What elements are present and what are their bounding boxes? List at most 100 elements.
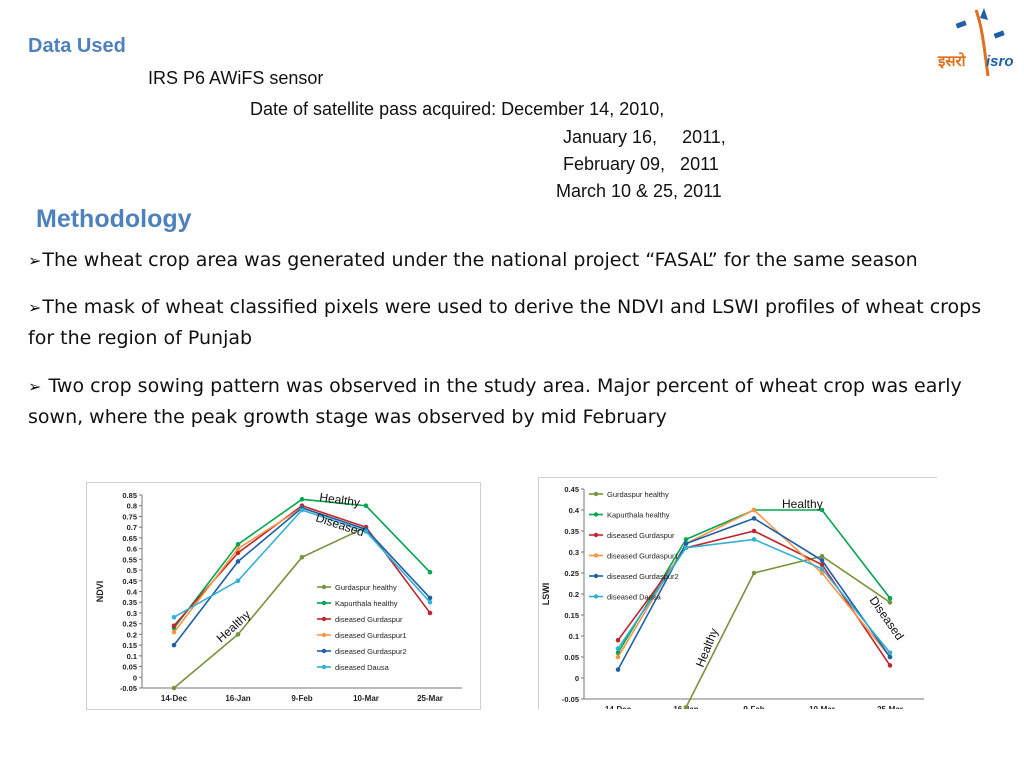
x-tick-label: 10-Mar — [809, 705, 835, 709]
data-point — [615, 646, 621, 651]
y-tick-label: 0.25 — [564, 569, 579, 578]
legend-marker — [593, 532, 599, 538]
y-tick-label: 0.15 — [122, 641, 137, 650]
y-tick-label: 0.85 — [122, 491, 137, 500]
legend-marker — [593, 553, 599, 558]
data-point — [299, 496, 305, 502]
legend-marker — [593, 594, 599, 599]
y-tick-label: 0 — [575, 674, 579, 683]
y-tick-label: -0.05 — [120, 684, 137, 693]
legend-label: Kapurthala healthy — [335, 599, 398, 608]
legend-marker — [321, 584, 327, 590]
data-point — [887, 650, 893, 656]
y-tick-label: 0.2 — [569, 590, 579, 599]
data-point — [615, 637, 621, 643]
legend-label: diseased Dausa — [335, 663, 390, 672]
data-point — [427, 595, 433, 601]
data-point — [751, 570, 757, 576]
bullet-text: The wheat crop area was generated under … — [42, 249, 918, 271]
data-point — [171, 614, 177, 620]
data-point — [235, 559, 241, 564]
y-axis-label: NDVI — [95, 581, 105, 603]
y-tick-label: 0.75 — [122, 512, 137, 521]
annotation-label: Healthy — [782, 497, 823, 511]
y-tick-label: 0.05 — [122, 663, 137, 672]
sensor-text: IRS P6 AWiFS sensor — [148, 68, 324, 88]
y-tick-label: 0.45 — [564, 485, 579, 494]
y-tick-label: 0.2 — [127, 630, 137, 639]
lswi-chart-panel: -0.05 0 0.05 0.1 0.15 0.2 0.25 0.3 0.35 0.4 0.45 14… — [538, 477, 937, 714]
legend-marker — [321, 600, 327, 606]
data-point — [887, 595, 893, 601]
y-tick-label: 0.45 — [122, 577, 137, 586]
data-point — [819, 507, 825, 513]
legend-marker — [593, 573, 599, 579]
data-point — [819, 553, 825, 559]
data-point — [751, 528, 757, 534]
data-point — [299, 507, 305, 513]
isro-logo: इसरो isro — [936, 6, 1022, 82]
ndvi-chart: -0.05 00.05 0.1 0.15 0.20.25 0.3 0.350.4 0.45 0.… — [95, 490, 462, 703]
logo-hindi-text: इसरो — [937, 52, 967, 70]
rocket-icon — [980, 8, 988, 20]
data-point — [683, 705, 689, 709]
rocket-trail-icon — [974, 9, 990, 77]
x-tick-label: 14-Dec — [605, 705, 632, 709]
legend-label: diseased Gurdaspur — [607, 531, 675, 540]
data-point — [299, 554, 305, 560]
logo-english-text: isro — [986, 53, 1014, 70]
y-axis-label: LSWI — [541, 583, 551, 606]
x-tick-label: 16-Jan — [225, 694, 250, 703]
legend-marker — [321, 616, 327, 622]
y-tick-label: 0.1 — [569, 632, 579, 641]
y-tick-label: -0.05 — [562, 695, 579, 704]
legend-label: diseased Gurdaspur — [335, 615, 403, 624]
y-tick-label: 0.25 — [122, 620, 137, 629]
data-point — [751, 537, 757, 542]
x-tick-label: 9-Feb — [743, 705, 764, 709]
y-tick-label: 0.35 — [564, 527, 579, 536]
legend-marker — [321, 664, 327, 670]
x-tick-label: 25-Mar — [877, 705, 903, 709]
data-point — [887, 654, 893, 660]
data-point — [235, 542, 241, 547]
y-tick-label: 0.05 — [564, 653, 579, 662]
data-point — [683, 545, 689, 551]
legend-label: diseased Gurdaspur2 — [335, 647, 407, 656]
legend-marker — [593, 512, 599, 517]
legend-marker — [593, 491, 599, 497]
y-tick-label: 0.7 — [127, 523, 137, 532]
data-point — [171, 629, 177, 635]
y-tick-label: 0.55 — [122, 555, 137, 564]
annotation-label: Healthy — [319, 490, 361, 510]
x-tick-label: 14-Dec — [161, 694, 188, 703]
y-tick-label: 0.8 — [127, 502, 137, 511]
data-point — [363, 529, 369, 534]
data-point — [427, 599, 433, 605]
series-line — [173, 526, 367, 689]
data-point — [887, 663, 893, 668]
legend-label: Gurdaspur healthy — [335, 583, 397, 592]
data-used-heading: Data Used — [28, 35, 126, 57]
legend-marker — [321, 632, 327, 638]
y-tick-label: 0.4 — [127, 588, 138, 597]
bullet-text: The mask of wheat classified pixels were… — [28, 296, 982, 349]
legend-label: Kapurthala healthy — [607, 511, 670, 520]
data-point — [235, 546, 241, 551]
data-point — [887, 600, 893, 605]
x-tick-label: 9-Feb — [291, 694, 312, 703]
annotation-label: Diseased — [314, 511, 366, 540]
bullet-item: ➢The mask of wheat classified pixels wer… — [28, 292, 1013, 354]
legend-marker — [321, 648, 327, 654]
data-point — [819, 570, 825, 576]
dates-label: Date of satellite pass acquired: Decembe… — [250, 99, 665, 119]
lswi-chart: -0.05 0 0.05 0.1 0.15 0.2 0.25 0.3 0.35 0.4 0.45 14… — [541, 485, 924, 714]
y-tick-label: 0.6 — [127, 545, 137, 554]
legend-label: diseased Gurdaspur1 — [607, 552, 679, 561]
y-tick-label: 0.3 — [127, 609, 137, 618]
data-point — [363, 503, 369, 509]
methodology-heading: Methodology — [36, 205, 192, 233]
data-point — [235, 632, 241, 637]
x-tick-label: 25-Mar — [417, 694, 443, 703]
legend-label: diseased Dausa — [607, 593, 662, 602]
